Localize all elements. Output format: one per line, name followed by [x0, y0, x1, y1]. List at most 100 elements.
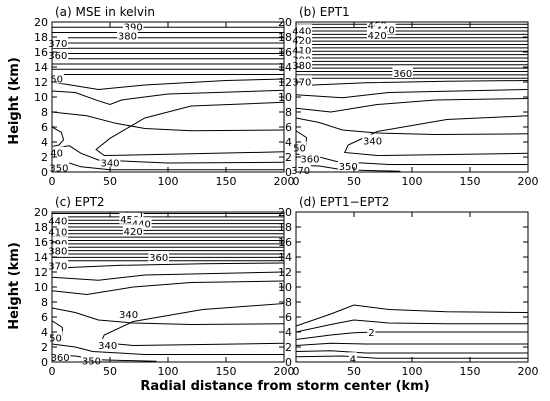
y-tick-label: 20: [34, 206, 48, 219]
contour-label-bg: [291, 34, 313, 45]
contour-label-bg: [117, 29, 138, 41]
y-tick-label: 0: [41, 356, 48, 369]
y-tick-label: 20: [34, 16, 48, 29]
contour-label-bg: [47, 37, 69, 48]
contour-lines: [296, 304, 528, 359]
contour-label: 350: [49, 164, 68, 175]
contour-label-bg: [337, 160, 359, 171]
y-tick-label: 6: [285, 311, 292, 324]
contour-line: [52, 262, 284, 269]
contour-label: 340: [119, 310, 138, 321]
contour-line: [52, 343, 284, 355]
contour-label-bg: [81, 354, 102, 366]
panel-b: 4604404204404204103903803703603405036035…: [278, 5, 539, 188]
contour-label: 450: [120, 215, 139, 226]
y-tick-label: 2: [41, 151, 48, 164]
contour-label-bg: [97, 338, 118, 350]
y-tick-label: 8: [285, 106, 292, 119]
contour-label: 50: [293, 143, 306, 154]
x-tick-label: 0: [49, 175, 56, 188]
contour-label: 380: [118, 32, 137, 43]
y-tick-label: 18: [278, 221, 292, 234]
y-tick-label: 20: [278, 206, 292, 219]
y-tick-label: 10: [278, 281, 292, 294]
contour-label-bg: [366, 28, 388, 40]
contour-label: 360: [48, 51, 67, 62]
contour-label: 50: [49, 333, 62, 344]
y-tick-label: 14: [34, 251, 48, 264]
contour-label-bg: [122, 20, 144, 32]
contour-line: [296, 153, 528, 165]
contour-line: [99, 303, 284, 347]
contour-label: 360: [393, 69, 412, 80]
x-tick-label: 150: [216, 365, 237, 378]
contour-label: 350: [339, 162, 358, 173]
contour-label: 410: [48, 228, 67, 239]
y-tick-label: 12: [34, 266, 48, 279]
plot-frame: [51, 211, 285, 363]
y-tick-label: 10: [278, 91, 292, 104]
contour-label-bg: [47, 49, 69, 60]
y-tick-label: 2: [41, 341, 48, 354]
contour-label-bg: [118, 308, 139, 319]
y-tick-label: 12: [278, 76, 292, 89]
contour-label: 420: [368, 31, 387, 42]
x-tick-label: 100: [402, 175, 423, 188]
contour-line: [296, 350, 528, 354]
panel-title: (c) EPT2: [55, 195, 105, 209]
contour-label: 420: [292, 36, 311, 47]
y-tick-label: 20: [278, 16, 292, 29]
contour-line: [52, 78, 284, 91]
y-tick-label: 16: [34, 46, 48, 59]
contour-label-bg: [47, 214, 69, 226]
contour-lines: [296, 23, 528, 172]
contour-label-bg: [362, 134, 383, 146]
y-tick-label: 12: [34, 76, 48, 89]
y-tick-label: 4: [41, 326, 48, 339]
contour-label-bg: [119, 212, 141, 224]
contour-line: [52, 89, 284, 106]
contour-label: 380: [48, 246, 67, 257]
panel-title: (b) EPT1: [299, 5, 350, 19]
contour-label-bg: [367, 326, 376, 337]
contour-label-bg: [348, 352, 357, 364]
contour-line: [52, 111, 284, 132]
contour-lines: [52, 213, 284, 362]
y-tick-label: 6: [41, 311, 48, 324]
contour-label-bg: [49, 72, 64, 84]
contour-line: [296, 319, 528, 333]
y-tick-label: 14: [34, 61, 48, 74]
x-tick-label: 200: [274, 175, 295, 188]
x-axis-title: Radial distance from storm center (km): [140, 379, 429, 394]
y-tick-label: 18: [278, 31, 292, 44]
contour-label-bg: [292, 141, 307, 153]
contour-line: [296, 304, 528, 327]
x-tick-label: 200: [274, 365, 295, 378]
contour-label-bg: [122, 224, 144, 236]
contour-label: 420: [124, 227, 143, 238]
contour-line: [296, 331, 528, 340]
contour-label: 360: [300, 155, 319, 166]
contour-line: [296, 355, 528, 359]
contour-label: 410: [292, 46, 311, 57]
contour-label-bg: [48, 161, 70, 173]
contour-label: 370: [48, 261, 67, 272]
contour-line: [296, 89, 528, 99]
y-tick-label: 10: [34, 91, 48, 104]
x-tick-label: 0: [49, 365, 56, 378]
x-tick-label: 50: [347, 175, 361, 188]
x-tick-label: 50: [103, 175, 117, 188]
y-tick-label: 16: [278, 236, 292, 249]
y-tick-label: 10: [34, 281, 48, 294]
x-tick-label: 200: [518, 175, 539, 188]
contour-label-bg: [291, 24, 313, 36]
contour-label-bg: [291, 75, 313, 87]
y-tick-label: 18: [34, 221, 48, 234]
y-tick-label: 12: [278, 266, 292, 279]
contour-label-bg: [48, 331, 63, 343]
y-tick-label: 6: [41, 121, 48, 134]
contour-label: 340: [363, 137, 382, 148]
y-tick-label: 14: [278, 61, 292, 74]
x-tick-label: 100: [158, 365, 179, 378]
y-tick-label: 2: [285, 151, 292, 164]
